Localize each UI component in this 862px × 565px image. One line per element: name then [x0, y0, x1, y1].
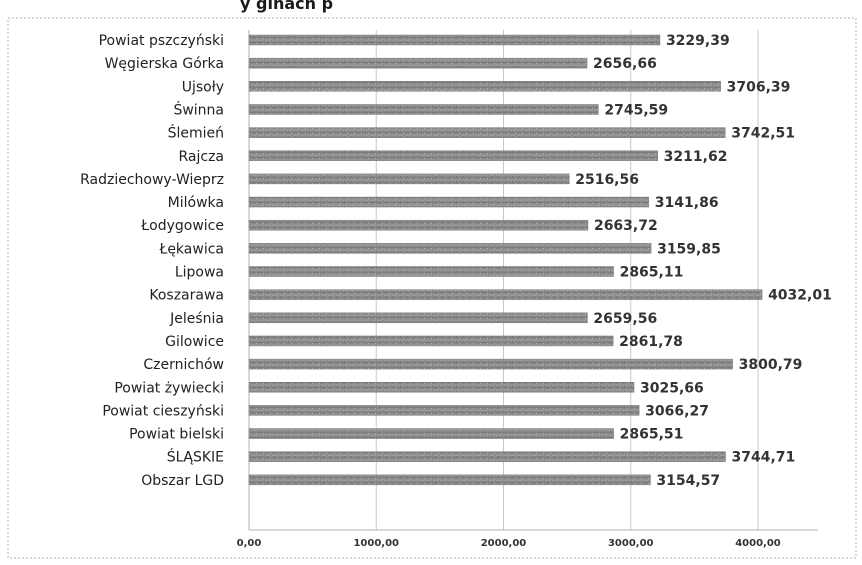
x-tick-label: 1000,00: [353, 538, 399, 549]
bar: [248, 474, 651, 486]
value-label: 2861,78: [619, 334, 683, 350]
bar: [248, 266, 614, 277]
category-label: Ślemień: [168, 124, 224, 142]
category-label: Obszar LGD: [141, 473, 224, 489]
category-label: ŚLĄSKIE: [167, 448, 224, 466]
value-label: 3744,71: [732, 450, 796, 466]
category-label: Rajcza: [178, 149, 224, 165]
category-label: Powiat pszczyński: [99, 33, 224, 49]
category-label: Jeleśnia: [169, 311, 224, 327]
value-label: 3229,39: [666, 33, 730, 49]
bar: [248, 127, 726, 138]
value-label: 3211,62: [664, 149, 728, 165]
chart-frame: [7, 17, 857, 559]
category-label: Koszarawa: [149, 288, 224, 304]
value-label: 3025,66: [640, 380, 704, 396]
value-label: 4032,01: [768, 288, 832, 304]
value-label: 3066,27: [645, 403, 709, 419]
bar: [248, 173, 570, 185]
bar: [248, 405, 640, 416]
bar: [248, 312, 588, 324]
bar: [248, 219, 589, 231]
category-label: Łękawica: [158, 241, 224, 257]
bar: [248, 335, 614, 347]
bar: [248, 57, 588, 69]
category-label: Powiat cieszyński: [102, 403, 224, 419]
bar: [248, 150, 658, 161]
x-axis-tick-labels: 0,00 1000,00 2000,00 3000,00 4000,00: [237, 538, 781, 549]
value-label: 2516,56: [575, 172, 639, 188]
category-label: Milówka: [168, 195, 224, 211]
bar: [248, 104, 599, 115]
value-labels: 3229,39 2656,66 3706,39 2745,59 3742,513211,…: [575, 33, 832, 489]
x-tick-label: 0,00: [237, 538, 262, 549]
category-label: Powiat żywiecki: [114, 380, 224, 396]
value-label: 2656,66: [593, 56, 657, 72]
category-label: Gilowice: [165, 334, 224, 350]
bar: [248, 34, 661, 46]
category-label: Czernichów: [143, 357, 224, 373]
category-label: Ujsoły: [182, 79, 224, 95]
bar: [248, 289, 763, 300]
bars: [248, 34, 763, 486]
bar: [248, 243, 652, 254]
value-label: 2663,72: [594, 218, 658, 234]
value-label: 2745,59: [604, 102, 668, 118]
value-label: 2659,56: [593, 311, 657, 327]
value-label: 3742,51: [731, 126, 795, 142]
category-label: Powiat bielski: [129, 427, 224, 443]
bar: [248, 196, 650, 208]
x-tick-label: 4000,00: [735, 538, 781, 549]
category-label: Węgierska Górka: [105, 56, 224, 72]
category-labels: Powiat pszczyński Węgierska Górka Ujsoły Św…: [80, 33, 224, 489]
value-label: 3159,85: [657, 241, 721, 257]
value-label: 3154,57: [656, 473, 720, 489]
bar: [248, 382, 635, 393]
bar: [248, 451, 726, 462]
category-label: Lipowa: [175, 265, 224, 281]
bar: [248, 428, 614, 439]
category-label: Świnna: [173, 100, 224, 118]
chart-title-fragment: y ginach p: [240, 0, 334, 13]
x-tick-label: 2000,00: [481, 538, 527, 549]
bar: [248, 358, 733, 370]
x-tick-label: 3000,00: [608, 538, 654, 549]
bar: [248, 81, 721, 92]
value-label: 2865,11: [620, 265, 684, 281]
category-label: Radziechowy-Wieprz: [80, 172, 224, 188]
category-label: Łodygowice: [140, 218, 224, 234]
value-label: 3706,39: [727, 79, 791, 95]
value-label: 3800,79: [739, 357, 803, 373]
value-label: 2865,51: [620, 427, 684, 443]
value-label: 3141,86: [655, 195, 719, 211]
